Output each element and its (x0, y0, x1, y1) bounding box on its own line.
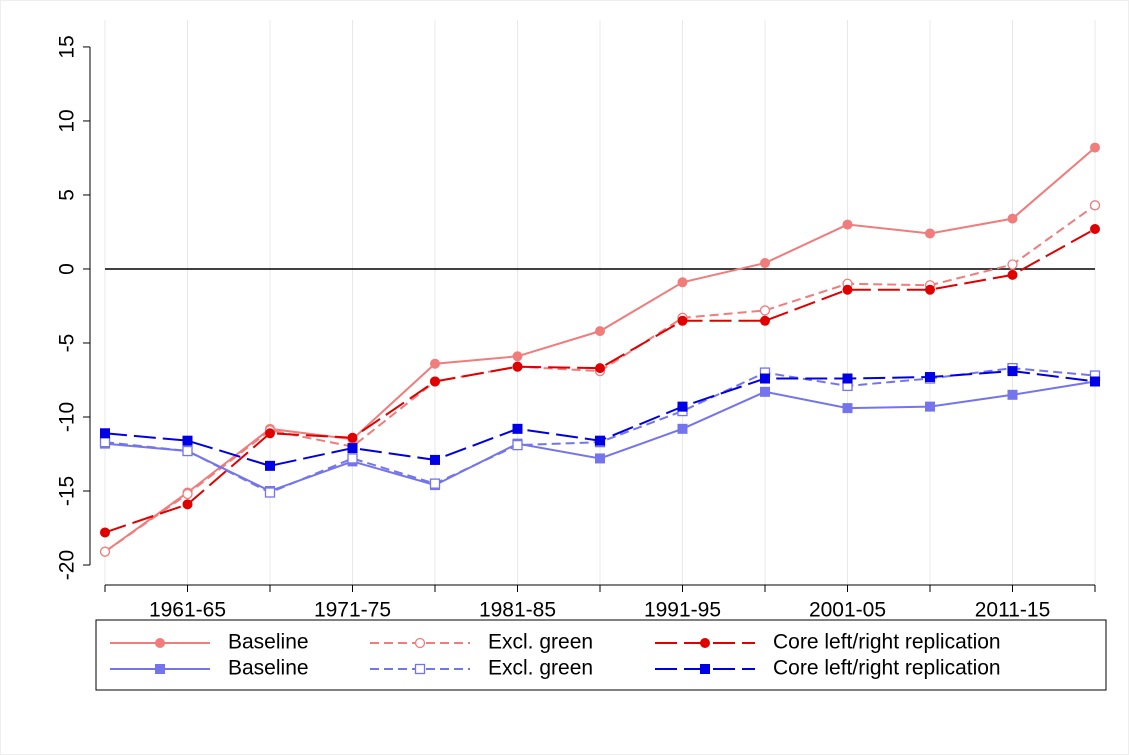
data-point (430, 454, 440, 465)
data-point (925, 372, 935, 383)
data-point (760, 258, 770, 269)
data-point (1090, 142, 1100, 153)
data-point (347, 432, 358, 443)
data-point (925, 228, 935, 239)
data-point (677, 401, 688, 412)
legend-label: Excl. green (488, 657, 593, 680)
y-tick-label: 15 (56, 35, 79, 58)
data-point (430, 376, 440, 387)
legend-label: Core left/right replication (773, 657, 1001, 680)
x-tick-label: 1961-65 (149, 599, 226, 622)
legend-label: Core left/right replication (773, 631, 1001, 654)
data-point (759, 305, 771, 316)
y-tick-label: 10 (56, 109, 79, 132)
legend-marker (414, 637, 426, 649)
x-tick-label: 2011-15 (975, 599, 1051, 622)
data-point (182, 488, 193, 500)
data-point (760, 373, 770, 384)
data-point (925, 284, 935, 295)
legend-marker (155, 664, 165, 674)
data-point (1089, 200, 1101, 211)
data-point (595, 453, 605, 464)
data-point (677, 315, 688, 326)
y-tick-label: -20 (56, 550, 79, 580)
data-point (842, 219, 853, 230)
data-point (182, 499, 193, 510)
data-point (99, 437, 111, 448)
data-point (347, 453, 358, 464)
data-point (264, 487, 276, 498)
legend-label: Baseline (228, 631, 309, 654)
legend-marker (700, 638, 710, 648)
x-tick-label: 1991-95 (644, 599, 721, 622)
data-point (100, 527, 110, 538)
data-point (99, 546, 111, 557)
data-point (925, 401, 935, 412)
x-tick-label: 1971-75 (314, 599, 391, 622)
data-point (512, 423, 523, 434)
data-point (595, 363, 605, 374)
legend-box (95, 619, 1107, 691)
data-point (1007, 269, 1018, 280)
legend-label: Excl. green (488, 631, 593, 654)
y-tick-label: 5 (56, 189, 79, 201)
data-point (1007, 366, 1018, 377)
data-point (677, 277, 688, 288)
data-point (1007, 213, 1018, 224)
x-tick-label: 2001-05 (809, 599, 886, 622)
data-point (842, 284, 853, 295)
data-point (760, 315, 770, 326)
data-point (182, 445, 193, 457)
data-point (1090, 224, 1100, 235)
x-tick-label: 1981-85 (479, 599, 556, 622)
data-point (512, 351, 523, 362)
data-point (182, 435, 193, 446)
data-point (512, 361, 523, 372)
data-point (760, 386, 770, 397)
data-point (347, 443, 358, 454)
legend-marker (414, 663, 426, 675)
data-point (1090, 376, 1100, 387)
y-tick-label: -5 (56, 334, 79, 353)
data-point (1007, 389, 1018, 400)
legend-label: Baseline (228, 657, 309, 680)
data-point (265, 428, 275, 439)
data-point (842, 373, 853, 384)
y-tick-label: -10 (56, 402, 79, 432)
data-point (512, 439, 523, 451)
legend-marker (155, 638, 165, 648)
y-tick-label: 0 (56, 263, 79, 275)
legend-marker (700, 664, 710, 674)
data-point (677, 423, 688, 434)
y-tick-label: -15 (56, 476, 79, 506)
data-point (430, 358, 440, 369)
data-point (595, 326, 605, 337)
data-point (100, 428, 110, 439)
data-point (595, 435, 605, 446)
data-point (842, 403, 853, 414)
data-point (265, 460, 275, 471)
data-point (1007, 259, 1018, 270)
data-point (429, 478, 441, 489)
